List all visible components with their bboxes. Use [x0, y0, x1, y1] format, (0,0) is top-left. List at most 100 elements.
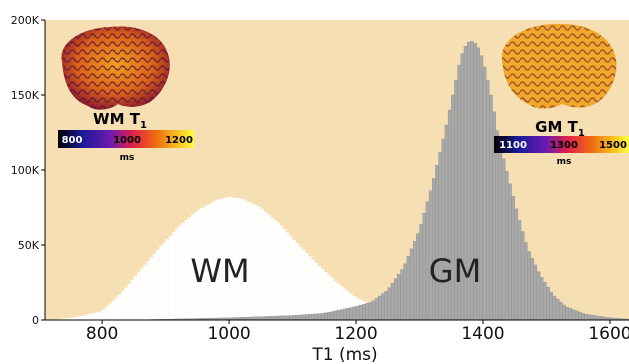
gm-histogram-bin [339, 309, 344, 320]
wm-histogram-bin [216, 199, 220, 320]
wm-histogram-bin [175, 228, 179, 320]
wm-histogram-bin [206, 204, 211, 320]
gm-histogram-bin [371, 300, 376, 320]
wm-histogram-bin [295, 243, 299, 320]
gm-histogram-bin [384, 291, 388, 320]
wm-histogram-bin [86, 314, 90, 320]
gm-histogram-bin [489, 94, 493, 320]
wm-histogram-bin [76, 316, 80, 320]
wm-histogram-bin [279, 225, 284, 320]
wm-histogram-bin [305, 253, 309, 320]
y-tick-label: 150K [11, 89, 40, 102]
wm-inset: WM T1 800 1000 1200 ms [58, 26, 194, 163]
wm-histogram-bin [70, 317, 74, 320]
wm-histogram-bin [260, 208, 264, 320]
gm-histogram-bin [574, 310, 579, 320]
wm-histogram-bin [64, 318, 68, 320]
wm-histogram-bin [349, 293, 353, 320]
gm-histogram-bin [432, 178, 436, 320]
wm-histogram-bin [83, 315, 87, 320]
wm-histogram-bin [162, 242, 166, 320]
gm-histogram-bin [558, 301, 563, 320]
wm-histogram-bin [184, 220, 188, 320]
gm-histogram-bin [343, 308, 347, 320]
gm-histogram-bin [362, 304, 366, 320]
gm-colorbar-title-subscript: 1 [578, 128, 585, 139]
gm-histogram-bin [495, 130, 500, 320]
gm-histogram-bin [381, 293, 385, 320]
x-tick-label: 1400 [461, 324, 504, 344]
wm-histogram-bin [324, 272, 328, 320]
y-tick-label: 50K [18, 239, 40, 252]
y-axis-ticks: 0 50K 100K 150K 200K [11, 14, 45, 327]
gm-histogram-bin [374, 298, 379, 320]
gm-colorbar-tick-mid: 1300 [550, 140, 578, 151]
gm-colorbar-tick-low: 1100 [499, 140, 527, 151]
gm-histogram-bin [276, 315, 281, 320]
gm-histogram-bin [581, 313, 585, 320]
wm-histogram-bin [149, 257, 153, 320]
wm-histogram-bin [286, 232, 290, 320]
wm-histogram-bin [73, 317, 77, 320]
x-axis-ticks: 800 1000 1200 1400 1600 [86, 320, 629, 344]
wm-colorbar-tick-high: 1200 [165, 135, 193, 146]
wm-histogram-bin [108, 303, 112, 320]
gm-histogram-bin [279, 315, 284, 320]
gm-histogram-bin [419, 224, 423, 320]
wm-histogram-bin [98, 311, 103, 320]
gm-histogram [127, 41, 629, 320]
wm-histogram-bin [292, 239, 296, 320]
wm-histogram-bin [124, 287, 128, 320]
wm-histogram-bin [337, 283, 341, 320]
wm-histogram-bin [248, 202, 252, 320]
gm-histogram-bin [289, 315, 293, 320]
region-label-wm: WM [190, 252, 249, 290]
y-tick-label: 100K [11, 164, 40, 177]
wm-histogram-bin [219, 198, 223, 320]
wm-histogram-bin [187, 217, 191, 320]
gm-colorbar [494, 136, 629, 153]
wm-histogram-bin [311, 259, 315, 320]
wm-histogram-bin [267, 214, 271, 320]
wm-histogram-bin [257, 206, 261, 320]
wm-histogram-bin [178, 225, 182, 320]
gm-histogram-bin [317, 313, 322, 320]
wm-histogram-bin [60, 318, 65, 320]
gm-histogram-bin [530, 257, 534, 320]
wm-histogram-bin [140, 268, 144, 320]
gm-histogram-bin [555, 298, 560, 320]
gm-histogram-bin [311, 313, 315, 320]
gm-histogram-bin [543, 282, 547, 320]
gm-histogram-bin [517, 220, 522, 320]
wm-colorbar-unit: ms [120, 153, 135, 163]
gm-histogram-bin [352, 306, 357, 320]
wm-histogram-bin [254, 205, 258, 320]
gm-histogram-bin [406, 256, 411, 320]
svg-text:GM T1: GM T1 [535, 118, 585, 139]
wm-histogram-bin [343, 288, 347, 320]
gm-histogram-bin [333, 310, 338, 320]
wm-histogram-bin [321, 269, 325, 320]
gm-histogram-bin [346, 308, 350, 320]
y-tick-label: 200K [11, 14, 40, 27]
gm-histogram-bin [324, 312, 328, 320]
gm-histogram-bin [571, 309, 576, 320]
gm-histogram-bin [527, 251, 531, 320]
x-tick-label: 1000 [207, 324, 250, 344]
gm-histogram-bin [263, 316, 268, 320]
gm-histogram-bin [508, 183, 512, 320]
gm-histogram-bin [584, 314, 588, 320]
wm-histogram-bin [137, 272, 141, 320]
gm-histogram-bin [505, 171, 509, 320]
gm-histogram-bin [587, 314, 592, 320]
gm-histogram-bin [485, 79, 490, 320]
wm-histogram-bin [317, 266, 322, 320]
wm-colorbar-title: WM T [93, 110, 141, 128]
wm-histogram-bin [222, 198, 226, 320]
gm-histogram-bin [514, 208, 519, 320]
gm-histogram-bin [301, 314, 306, 320]
wm-colorbar-tick-low: 800 [62, 135, 83, 146]
gm-histogram-bin [549, 291, 553, 320]
gm-histogram-bin [273, 315, 277, 320]
